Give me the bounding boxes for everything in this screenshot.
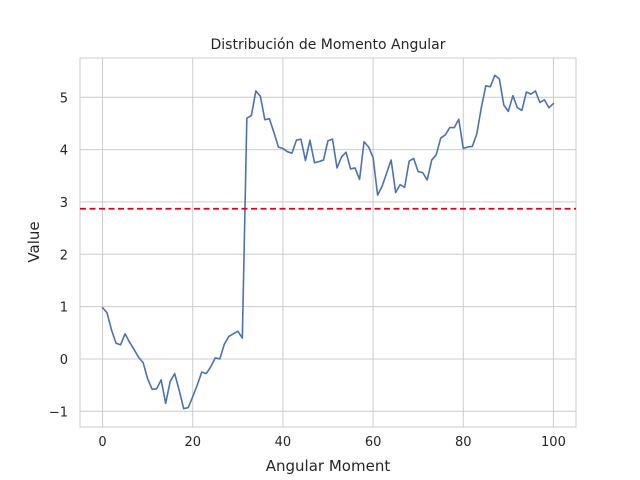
y-tick-label: 0	[60, 353, 68, 368]
x-tick-label: 100	[541, 435, 566, 450]
series-line	[101, 74, 555, 410]
x-axis-label: Angular Moment	[266, 457, 391, 475]
x-tick-label: 40	[275, 435, 292, 450]
y-tick-label: 2	[60, 248, 68, 263]
x-tick-label: 0	[98, 435, 106, 450]
plot-frame	[79, 57, 577, 428]
y-tick-label: 4	[60, 144, 68, 159]
x-tick-labels: 0 20 40 60 80 100	[98, 435, 565, 450]
x-tick-label: 60	[365, 435, 382, 450]
grid-lines	[80, 58, 576, 427]
y-tick-label: 1	[60, 301, 68, 316]
y-axis-label: Value	[25, 221, 43, 262]
y-tick-labels: −1 0 1 2 3 4 5	[49, 91, 68, 420]
chart-title: Distribución de Momento Angular	[211, 37, 446, 53]
x-tick-label: 80	[455, 435, 472, 450]
y-tick-label: −1	[49, 405, 68, 420]
y-tick-label: 3	[60, 196, 68, 211]
series-layer	[101, 74, 555, 410]
y-tick-label: 5	[60, 91, 68, 106]
x-tick-label: 20	[184, 435, 201, 450]
